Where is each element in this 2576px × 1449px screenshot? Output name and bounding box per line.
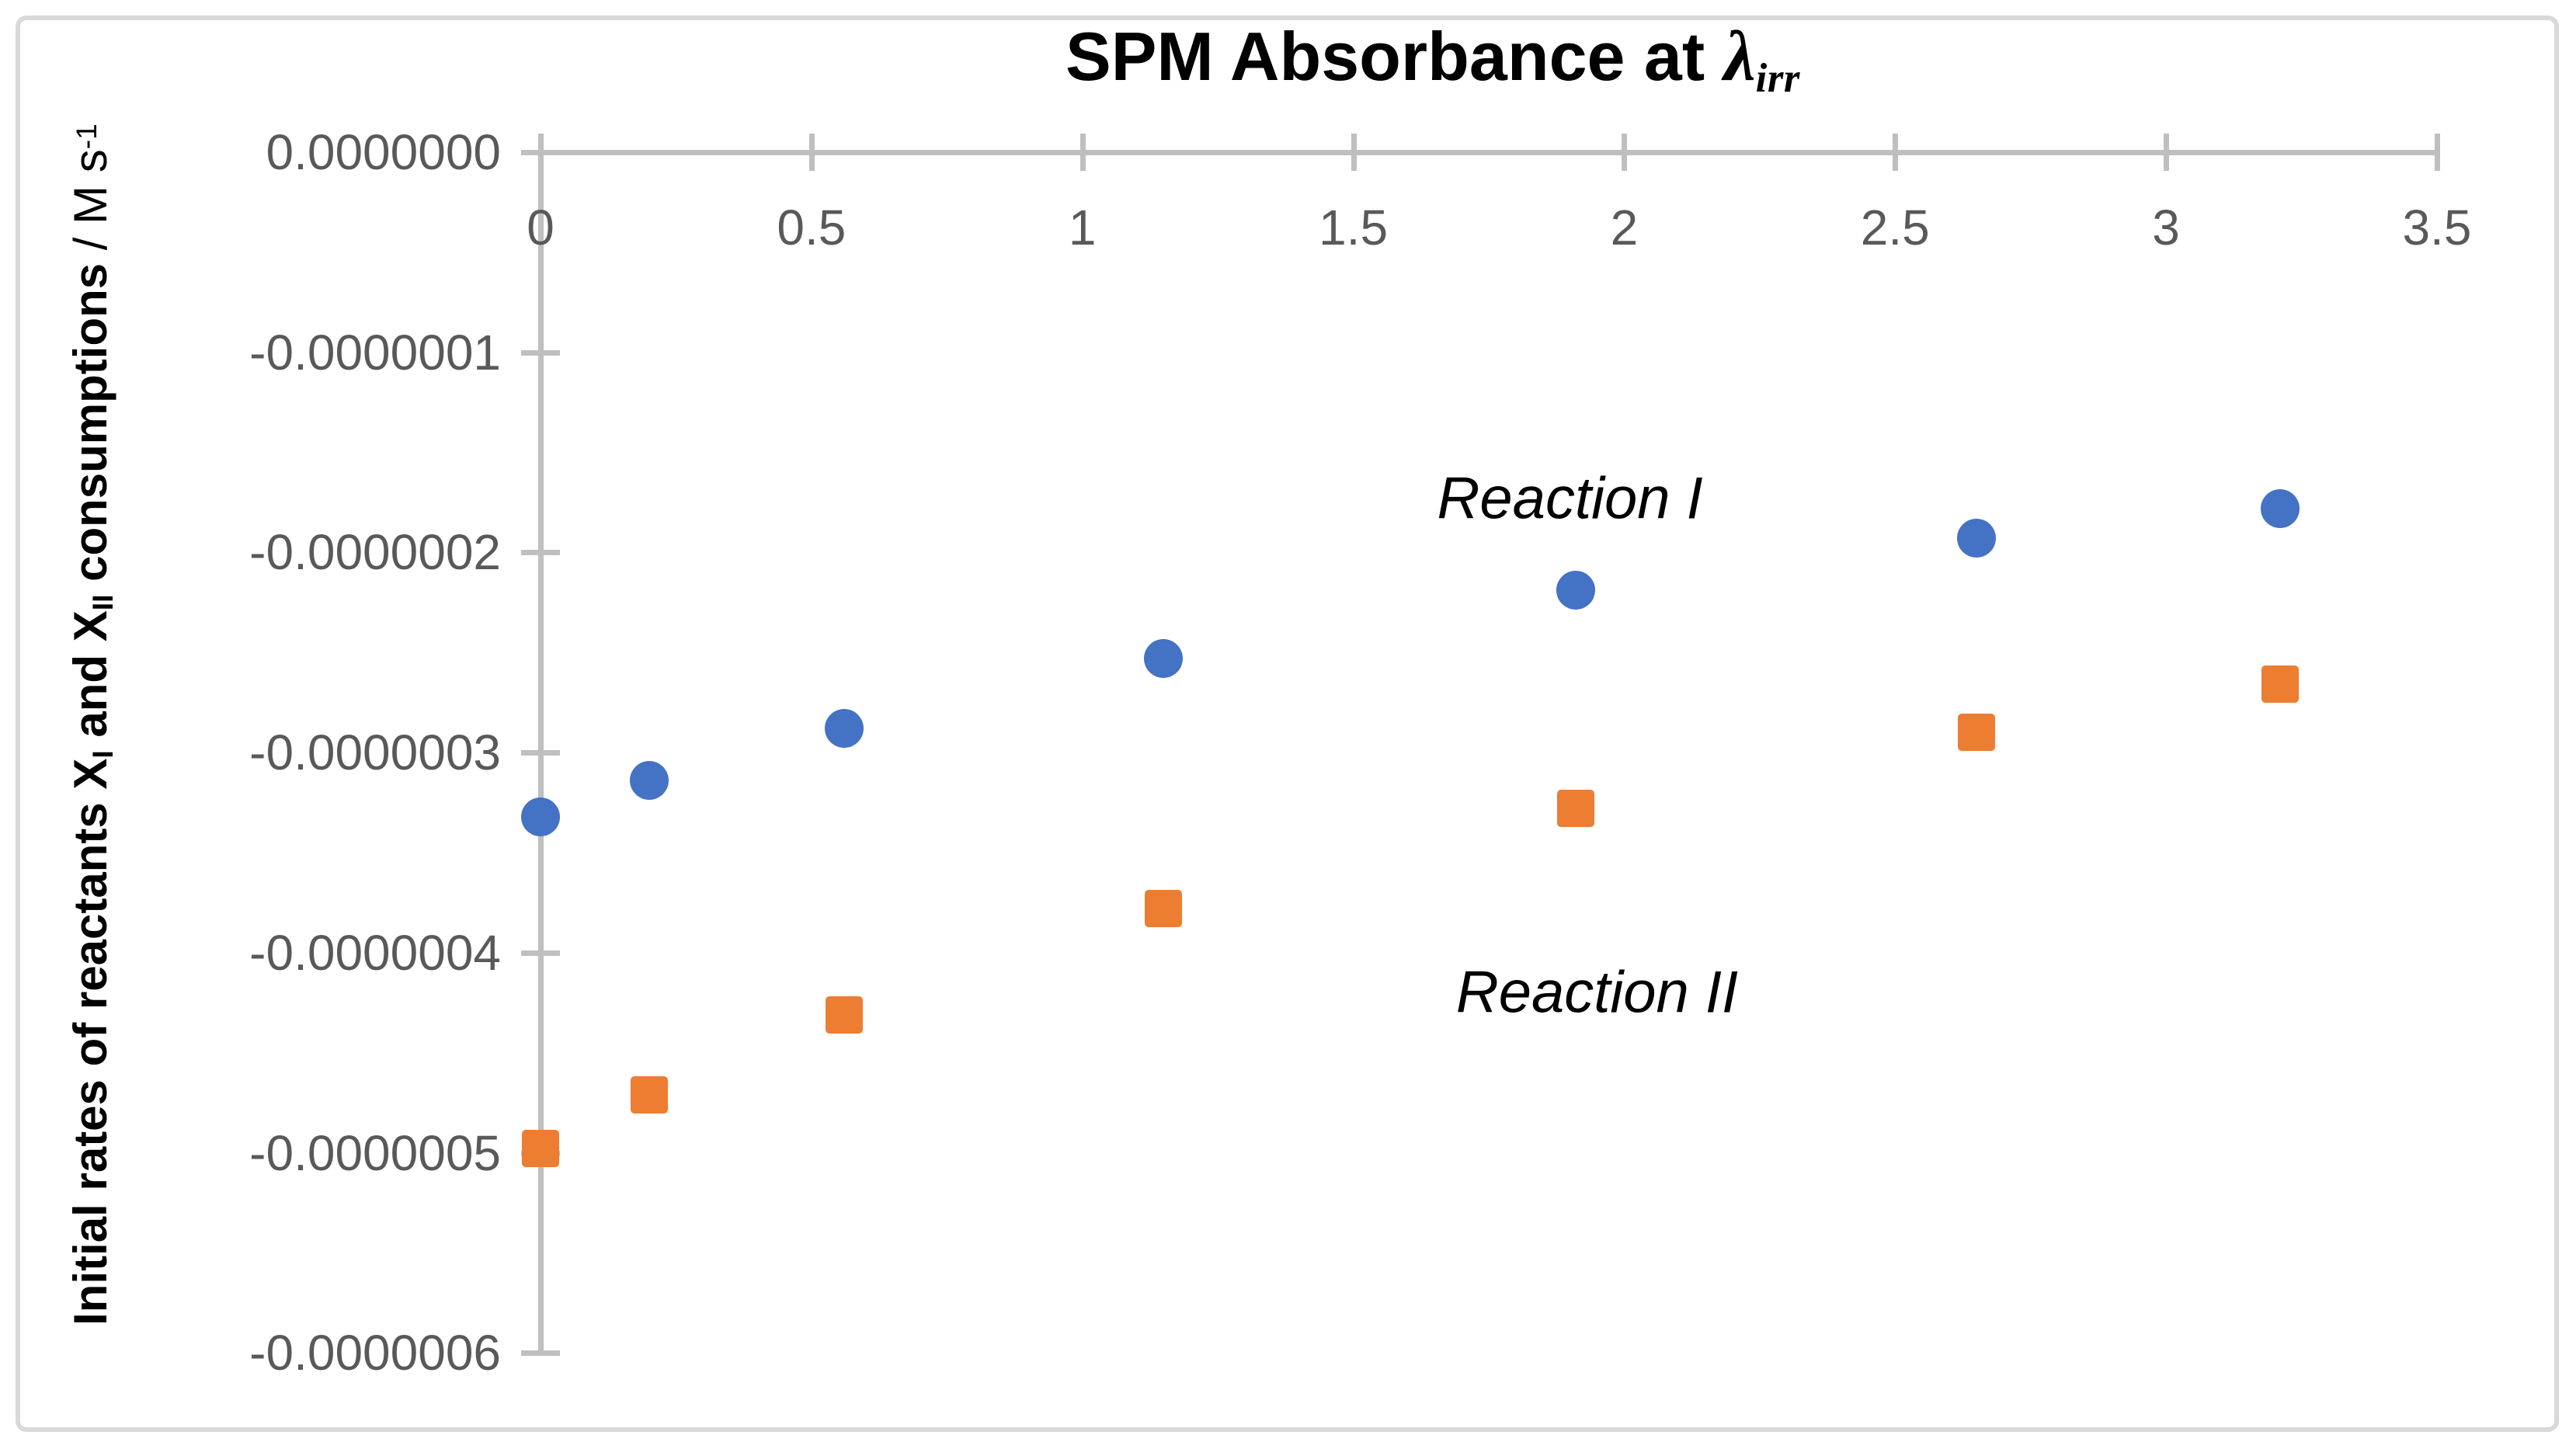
y-axis-label-bold-1: Initial rates of reactants X bbox=[64, 758, 116, 1326]
x-tick bbox=[2434, 134, 2440, 171]
lambda-symbol: λ bbox=[1723, 16, 1756, 96]
data-point-reaction-i bbox=[629, 761, 669, 801]
x-axis-line bbox=[521, 150, 2437, 155]
x-tick-label: 3 bbox=[2152, 200, 2180, 255]
data-point-reaction-ii bbox=[522, 1130, 559, 1168]
x-tick bbox=[808, 134, 815, 171]
data-point-reaction-i bbox=[2260, 488, 2300, 528]
annotation-reaction-i: Reaction I bbox=[1437, 465, 1703, 532]
x-tick-label: 0.5 bbox=[777, 200, 846, 255]
x-tick bbox=[2164, 134, 2170, 171]
x-tick bbox=[1622, 134, 1628, 171]
y-tick-label: -0.0000004 bbox=[249, 924, 501, 981]
data-point-reaction-ii bbox=[825, 996, 863, 1034]
x-tick-label: 2 bbox=[1610, 200, 1639, 255]
y-tick bbox=[521, 1350, 560, 1357]
y-tick-label: -0.0000001 bbox=[249, 324, 501, 380]
y-tick-label: -0.0000003 bbox=[249, 724, 501, 781]
y-tick-label: -0.0000002 bbox=[249, 524, 501, 581]
data-point-reaction-ii bbox=[1957, 714, 1995, 752]
y-tick-label: -0.0000005 bbox=[249, 1124, 501, 1181]
x-tick-label: 1.5 bbox=[1319, 200, 1389, 255]
y-tick-label: -0.0000006 bbox=[249, 1325, 501, 1381]
data-point-reaction-i bbox=[824, 709, 864, 749]
data-point-reaction-i bbox=[1144, 638, 1184, 678]
figure-border bbox=[16, 16, 2559, 1432]
chart-title-text: SPM Absorbance at bbox=[1066, 18, 1724, 95]
y-tick bbox=[521, 349, 560, 356]
x-tick-label: 3.5 bbox=[2402, 200, 2472, 255]
x-tick-label: 2.5 bbox=[1860, 200, 1930, 255]
y-tick bbox=[521, 150, 560, 155]
x-tick-label: 0 bbox=[527, 200, 554, 255]
lambda-subscript: irr bbox=[1755, 55, 1800, 101]
y-tick bbox=[521, 550, 560, 556]
data-point-reaction-ii bbox=[630, 1075, 668, 1114]
y-tick bbox=[521, 950, 560, 956]
y-tick-label: 0.0000000 bbox=[266, 124, 501, 180]
y-tick bbox=[521, 750, 560, 756]
data-point-reaction-i bbox=[1956, 519, 1996, 558]
x-tick-label: 1 bbox=[1068, 200, 1097, 255]
y-axis-line bbox=[538, 134, 544, 1356]
y-axis-label-sub-2: II bbox=[86, 594, 120, 611]
x-tick bbox=[1893, 134, 1899, 171]
annotation-reaction-ii: Reaction II bbox=[1455, 959, 1739, 1026]
data-point-reaction-i bbox=[1556, 571, 1595, 610]
data-point-reaction-ii bbox=[2261, 665, 2299, 704]
data-point-reaction-i bbox=[521, 797, 560, 836]
data-point-reaction-ii bbox=[1145, 890, 1183, 928]
x-tick bbox=[1079, 134, 1086, 171]
chart-title: SPM Absorbance at λirr bbox=[1066, 16, 1800, 101]
x-tick bbox=[1351, 134, 1357, 171]
data-point-reaction-ii bbox=[1556, 790, 1594, 828]
